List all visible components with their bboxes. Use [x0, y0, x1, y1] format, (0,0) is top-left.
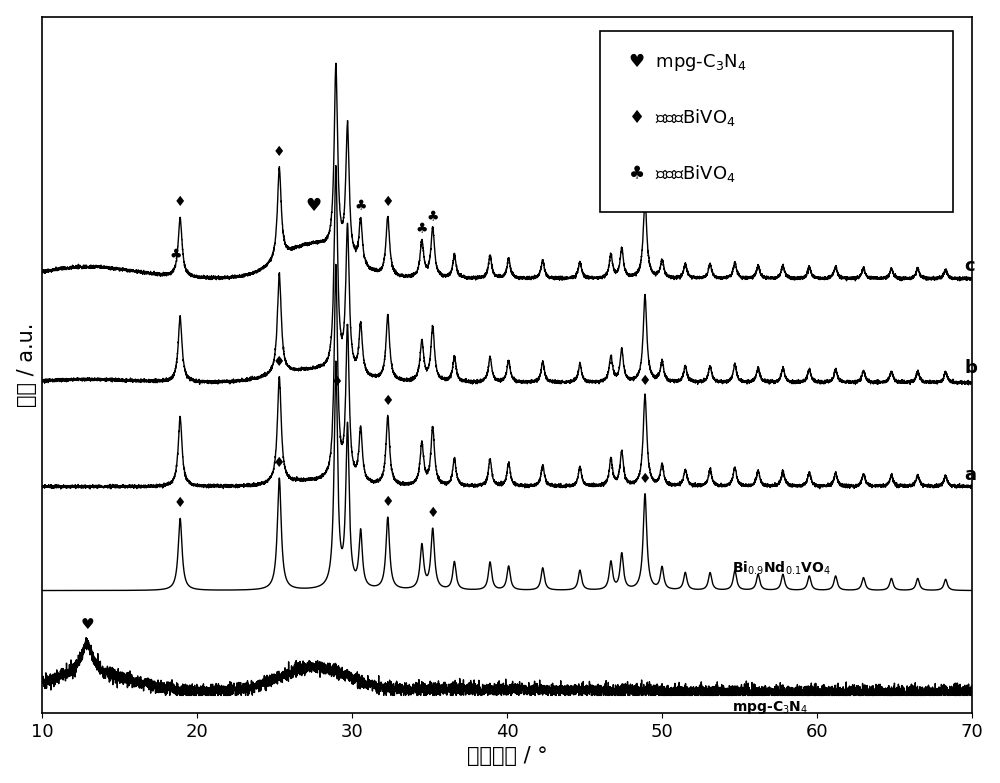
Text: ♦: ♦ [273, 145, 286, 159]
Text: ♦: ♦ [382, 495, 394, 509]
Y-axis label: 强度 / a.u.: 强度 / a.u. [17, 323, 37, 407]
Text: ♣: ♣ [354, 200, 367, 214]
Text: mpg-C$_3$N$_4$: mpg-C$_3$N$_4$ [732, 699, 808, 716]
Text: ♦: ♦ [382, 395, 394, 408]
Text: ♦: ♦ [639, 374, 651, 388]
X-axis label: 衍射角度 / °: 衍射角度 / ° [467, 746, 547, 767]
Text: Bi$_{0.9}$Nd$_{0.1}$VO$_4$: Bi$_{0.9}$Nd$_{0.1}$VO$_4$ [732, 560, 831, 577]
Text: ♦: ♦ [639, 178, 651, 192]
Text: c: c [964, 257, 975, 275]
Text: a: a [964, 466, 976, 484]
Text: ♣: ♣ [169, 248, 182, 262]
Text: ♦  四方相BiVO$_4$: ♦ 四方相BiVO$_4$ [628, 107, 736, 128]
Text: ♥: ♥ [305, 197, 321, 215]
Text: ♦: ♦ [273, 355, 286, 369]
Text: ♦: ♦ [174, 496, 186, 511]
Text: ♣: ♣ [426, 210, 439, 224]
Text: ♦: ♦ [273, 456, 286, 470]
Text: ♦: ♦ [426, 506, 439, 520]
Text: ♦: ♦ [330, 375, 343, 388]
Text: ♥  mpg-C$_3$N$_4$: ♥ mpg-C$_3$N$_4$ [628, 52, 747, 74]
Text: ♥: ♥ [80, 617, 94, 633]
Text: ♦: ♦ [174, 196, 186, 209]
Text: ♦: ♦ [382, 196, 394, 210]
Text: b: b [964, 359, 977, 377]
Text: ♦: ♦ [639, 472, 651, 486]
Bar [600, 31, 953, 211]
Text: ♣: ♣ [416, 222, 428, 236]
Text: ♣  单斜相BiVO$_4$: ♣ 单斜相BiVO$_4$ [628, 163, 736, 184]
